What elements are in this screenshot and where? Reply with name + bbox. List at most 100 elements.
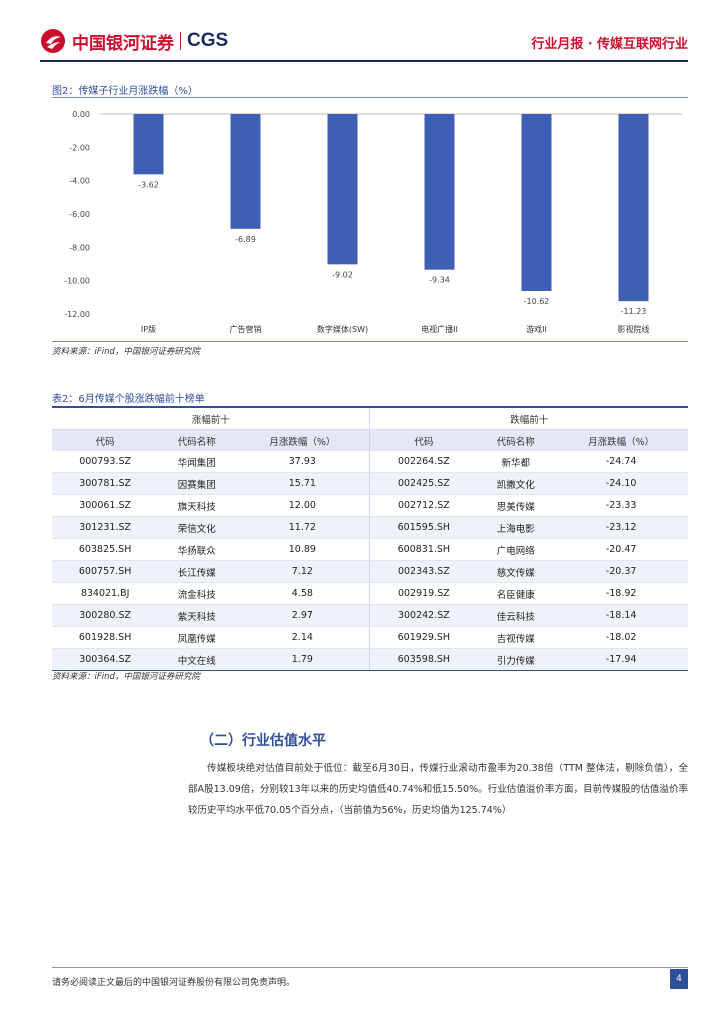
table-row: 000793.SZ 华闻集团 37.93 002264.SZ 新华都 -24.74 — [52, 451, 688, 473]
cell-name: 凤凰传媒 — [158, 626, 236, 649]
cell-code: 300242.SZ — [369, 604, 478, 627]
cell-name: 广电网络 — [477, 538, 555, 561]
cell-change: -24.10 — [554, 472, 688, 495]
table-row: 300061.SZ 旗天科技 12.00 002712.SZ 思美传媒 -23.33 — [52, 494, 688, 517]
cell-code: 601929.SH — [369, 626, 478, 649]
x-tick-label: 游戏II — [526, 324, 547, 334]
bar — [521, 114, 552, 291]
cell-change: -24.74 — [554, 451, 688, 473]
footer-rule — [52, 967, 688, 968]
cell-name: 华闻集团 — [158, 451, 236, 473]
figure-bottom-rule — [52, 341, 688, 342]
table-row: 300280.SZ 紫天科技 2.97 300242.SZ 佳云科技 -18.14 — [52, 604, 688, 627]
logo-cn-text: 中国银河证券 — [72, 33, 174, 54]
cgs-logo-icon — [41, 29, 65, 53]
section-title: （二）行业估值水平 — [200, 733, 326, 749]
y-tick-label: -10.00 — [64, 277, 90, 286]
footer-disclaimer: 请务必阅读正文最后的中国银河证券股份有限公司免责声明。 — [52, 978, 296, 988]
x-tick-label: 数字媒体(SW) — [317, 324, 368, 334]
cell-code: 002712.SZ — [369, 494, 478, 517]
cell-name: 慈文传媒 — [477, 560, 555, 583]
cell-code: 300364.SZ — [52, 648, 159, 671]
logo-en-text: CGS — [187, 30, 229, 51]
cell-name: 佳云科技 — [477, 604, 555, 627]
cell-change: -20.47 — [554, 538, 688, 561]
table-row: 603825.SH 华扬联众 10.89 600831.SH 广电网络 -20.47 — [52, 538, 688, 561]
y-tick-label: 0.00 — [72, 110, 90, 119]
table-source: 资料来源：iFind，中国银河证券研究院 — [52, 672, 200, 682]
y-tick-label: -6.00 — [69, 210, 90, 219]
col-header-code: 代码 — [369, 429, 478, 451]
data-label: -9.34 — [429, 276, 450, 285]
cell-name: 因赛集团 — [158, 472, 236, 495]
y-tick-label: -8.00 — [69, 243, 90, 252]
bar — [424, 114, 455, 270]
data-label: -9.02 — [332, 270, 353, 279]
cell-code: 002919.SZ — [369, 582, 478, 605]
cell-code: 834021.BJ — [52, 582, 159, 605]
bar — [618, 114, 649, 302]
cell-name: 荣信文化 — [158, 516, 236, 539]
cell-change: -18.92 — [554, 582, 688, 605]
cell-change: 7.12 — [235, 560, 370, 583]
cell-change: -17.94 — [554, 648, 688, 671]
header-rule — [40, 60, 688, 62]
table-row: 300364.SZ 中文在线 1.79 603598.SH 引力传媒 -17.94 — [52, 648, 688, 671]
cell-name: 吉视传媒 — [477, 626, 555, 649]
table-row: 301231.SZ 荣信文化 11.72 601595.SH 上海电影 -23.12 — [52, 516, 688, 539]
cell-name: 凯撒文化 — [477, 472, 555, 495]
col-header-change: 月涨跌幅（%） — [235, 429, 370, 451]
cell-code: 601928.SH — [52, 626, 159, 649]
table-column-header: 代码 代码名称 月涨跌幅（%） 代码 代码名称 月涨跌幅（%） — [52, 429, 688, 451]
table-group-header: 涨幅前十 跌幅前十 — [52, 406, 688, 430]
cell-change: 1.79 — [235, 648, 370, 671]
cell-code: 603825.SH — [52, 538, 159, 561]
logo-divider — [180, 32, 181, 50]
cell-change: 2.14 — [235, 626, 370, 649]
data-label: -11.23 — [621, 307, 647, 316]
cell-name: 引力传媒 — [477, 648, 555, 671]
bar — [230, 114, 261, 229]
cell-change: -23.12 — [554, 516, 688, 539]
figure-source: 资料来源：iFind，中国银河证券研究院 — [52, 347, 200, 357]
x-tick-label: IP版 — [141, 324, 156, 334]
bar — [327, 114, 358, 265]
cell-code: 002343.SZ — [369, 560, 478, 583]
y-tick-label: -2.00 — [69, 143, 90, 152]
figure-title: 图2：传媒子行业月涨跌幅（%） — [52, 86, 198, 97]
cell-code: 300781.SZ — [52, 472, 159, 495]
report-type: 行业月报 · 传媒互联网行业 — [531, 37, 688, 52]
figure-top-rule — [52, 97, 688, 98]
group-down-header: 跌幅前十 — [369, 406, 688, 430]
page-number: 4 — [670, 969, 688, 989]
cell-change: -18.02 — [554, 626, 688, 649]
cell-change: 15.71 — [235, 472, 370, 495]
cell-name: 流金科技 — [158, 582, 236, 605]
cell-name: 旗天科技 — [158, 494, 236, 517]
page-header: 中国银河证券 CGS 行业月报 · 传媒互联网行业 — [0, 0, 724, 62]
cell-name: 思美传媒 — [477, 494, 555, 517]
cell-change: 2.97 — [235, 604, 370, 627]
table-title: 表2：6月传媒个股涨跌幅前十榜单 — [52, 394, 205, 405]
cgs-logo: 中国银河证券 CGS — [40, 28, 228, 54]
cell-change: 11.72 — [235, 516, 370, 539]
cell-change: 4.58 — [235, 582, 370, 605]
col-header-code: 代码 — [52, 429, 159, 451]
x-tick-label: 影视院线 — [618, 324, 650, 334]
section-paragraph: 传媒板块绝对估值目前处于低位：截至6月30日，传媒行业滚动市盈率为20.38倍（… — [188, 763, 688, 816]
cell-code: 300061.SZ — [52, 494, 159, 517]
col-header-name: 代码名称 — [477, 429, 555, 451]
y-tick-label: -12.00 — [64, 310, 90, 319]
table-row: 300781.SZ 因赛集团 15.71 002425.SZ 凯撒文化 -24.10 — [52, 472, 688, 495]
cell-name: 长江传媒 — [158, 560, 236, 583]
cell-code: 300280.SZ — [52, 604, 159, 627]
table-row: 601928.SH 凤凰传媒 2.14 601929.SH 吉视传媒 -18.02 — [52, 626, 688, 649]
ranking-table: 涨幅前十 跌幅前十 代码 代码名称 月涨跌幅（%） 代码 代码名称 月涨跌幅（%… — [52, 406, 688, 671]
cell-code: 301231.SZ — [52, 516, 159, 539]
cell-change: -23.33 — [554, 494, 688, 517]
x-tick-label: 广告营销 — [230, 324, 262, 334]
bar — [133, 114, 164, 175]
data-label: -10.62 — [524, 297, 550, 306]
cell-name: 华扬联众 — [158, 538, 236, 561]
cell-code: 002264.SZ — [369, 451, 478, 473]
